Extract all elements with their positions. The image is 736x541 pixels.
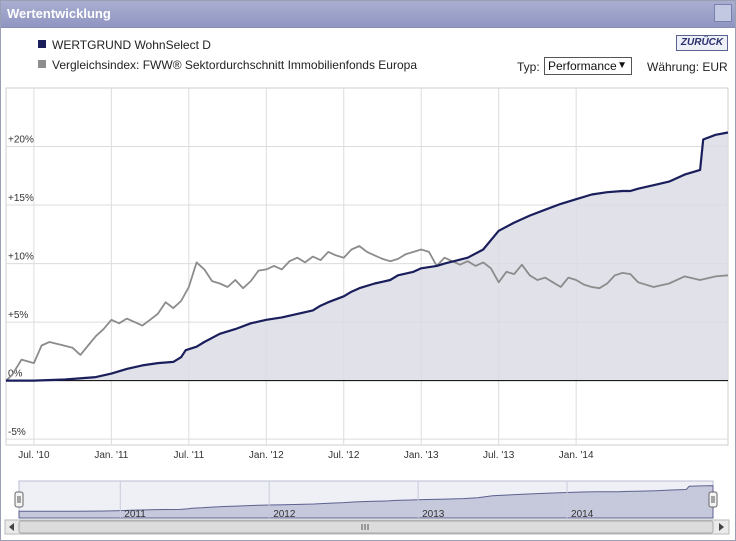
x-tick-label: Jan. '11 [94, 450, 128, 461]
legend-label-index: Vergleichsindex: FWW® Sektordurchschnitt… [52, 58, 417, 72]
index-line [5, 245, 729, 382]
navigator-year-label: 2013 [422, 509, 445, 520]
legend-swatch-index [38, 60, 46, 68]
y-tick-label: +5% [8, 310, 28, 321]
x-tick-label: Jan. '14 [559, 450, 594, 461]
type-select-value: Performance [548, 59, 617, 73]
legend-swatch-fund [38, 40, 46, 48]
navigator-series [18, 485, 714, 519]
back-button[interactable]: ZURÜCK [676, 35, 728, 51]
scrollbar-thumb[interactable] [18, 520, 714, 534]
x-tick-label: Jul. '10 [18, 450, 50, 461]
scroll-left-icon[interactable] [9, 523, 14, 531]
navigator-year-label: 2012 [273, 509, 296, 520]
legend-item-fund[interactable]: WERTGRUND WohnSelect D [38, 38, 211, 52]
dropdown-arrow-icon: ▼ [617, 60, 627, 71]
legend-item-index[interactable]: Vergleichsindex: FWW® Sektordurchschnitt… [38, 58, 417, 72]
navigator-handle-left[interactable] [14, 491, 24, 508]
x-tick-label: Jan. '12 [249, 450, 284, 461]
y-tick-label: +15% [8, 193, 34, 204]
collapse-icon[interactable] [714, 4, 732, 22]
x-tick-label: Jan. '13 [404, 450, 439, 461]
navigator-handle-right[interactable] [708, 491, 718, 508]
y-tick-label: +10% [8, 252, 34, 263]
fund-line [6, 131, 729, 382]
navigator-year-label: 2011 [124, 509, 146, 520]
x-tick-label: Jul. '13 [483, 450, 515, 461]
panel-title: Wertentwicklung [7, 6, 111, 21]
panel-header: Wertentwicklung [1, 1, 735, 28]
x-tick-label: Jul. '11 [174, 450, 205, 461]
y-tick-label: -5% [8, 427, 26, 438]
type-label: Typ: [517, 60, 540, 74]
y-tick-label: 0% [8, 369, 23, 380]
fund-area [6, 132, 728, 381]
legend-label-fund: WERTGRUND WohnSelect D [52, 38, 211, 52]
scroll-right-icon[interactable] [719, 523, 724, 531]
type-select[interactable]: Performance ▼ [544, 57, 632, 75]
y-tick-label: +20% [8, 135, 34, 146]
x-tick-label: Jul. '12 [328, 450, 360, 461]
navigator-year-label: 2014 [571, 509, 594, 520]
currency-label: Währung: EUR [647, 60, 728, 74]
